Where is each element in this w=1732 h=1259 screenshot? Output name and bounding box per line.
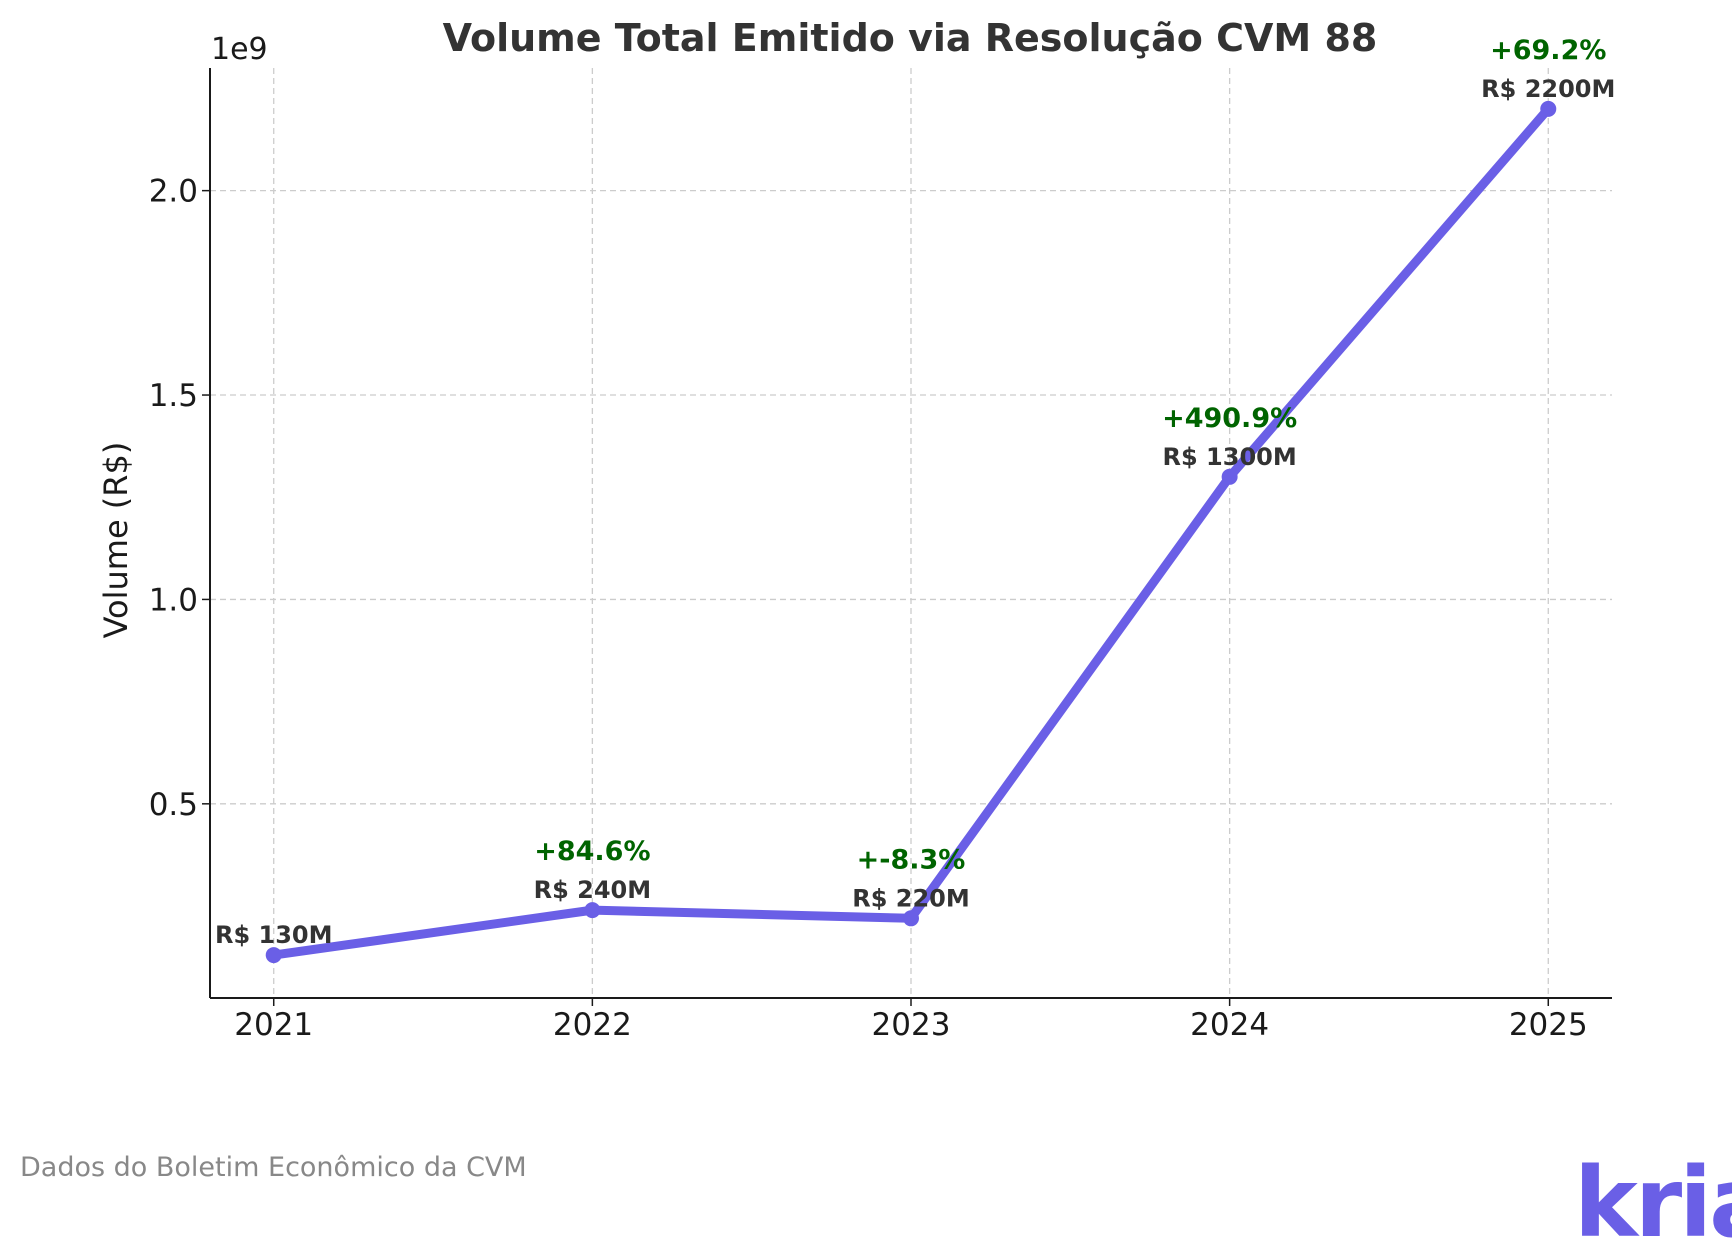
growth-label: +84.6% [534,836,650,867]
y-axis-label: Volume (R$) [97,442,135,639]
value-label: R$ 130M [215,921,333,949]
value-label: R$ 2200M [1481,75,1615,103]
grid-lines [210,68,1612,998]
y-tick-label: 1.5 [149,378,198,414]
data-point [584,902,601,919]
x-tick-label: 2023 [872,1007,951,1043]
y-tick-label: 2.0 [149,174,198,210]
growth-label: +69.2% [1490,35,1606,66]
data-point [903,910,919,927]
growth-label: +-8.3% [857,844,966,875]
data-point [1221,468,1238,485]
kria-logo: kria [1574,1147,1732,1259]
x-tick-label: 2024 [1190,1007,1269,1043]
y-offset-label: 1e9 [211,32,268,67]
y-tick-label: 0.5 [149,787,198,823]
source-note: Dados do Boletim Econômico da CVM [20,1152,527,1183]
x-tick-label: 2022 [553,1007,632,1043]
x-tick-label: 2025 [1509,1007,1588,1043]
axes: 2021 2022 2023 2024 2025 0.5 1.0 1.5 2.0 [149,68,1612,1043]
value-label: R$ 1300M [1163,443,1297,471]
data-point [265,947,282,964]
labels-group: R$ 130M R$ 240M +84.6% R$ 220M +-8.3% R$ 1300… [215,35,1615,949]
series-line-group [265,100,1557,964]
data-point [1540,100,1557,117]
value-label: R$ 220M [852,884,970,912]
growth-label: +490.9% [1162,403,1297,434]
x-tick-label: 2021 [234,1007,313,1043]
chart-title: Volume Total Emitido via Resolução CVM 8… [443,16,1378,60]
y-tick-label: 1.0 [149,582,198,618]
value-label: R$ 240M [534,876,652,904]
